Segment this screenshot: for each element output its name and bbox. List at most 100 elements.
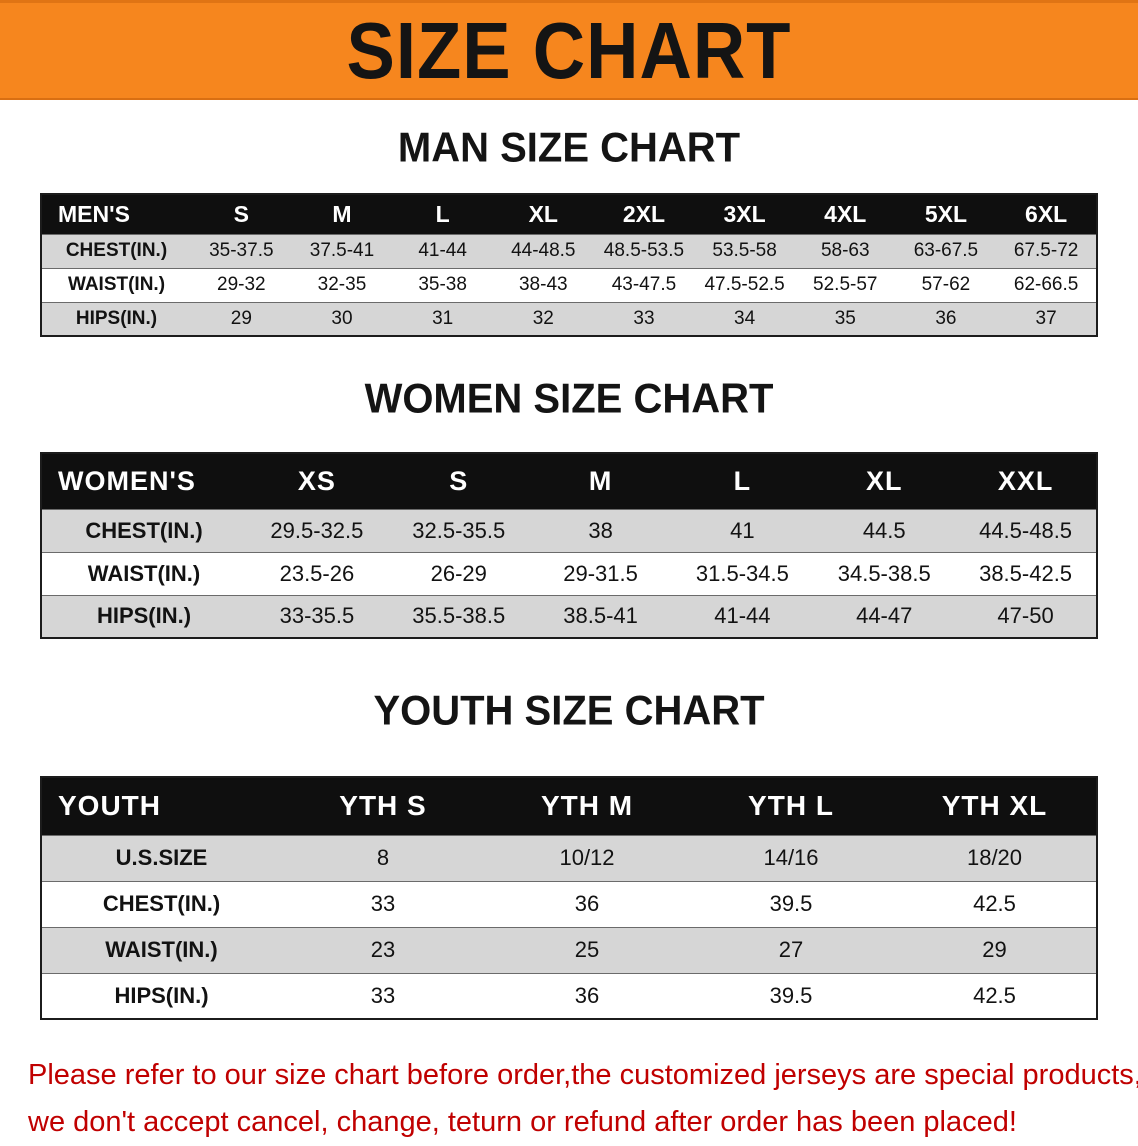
measurement-value-cell: 34 bbox=[694, 301, 795, 336]
size-column-header: S bbox=[191, 194, 292, 234]
measurement-label-cell: HIPS(IN.) bbox=[41, 972, 281, 1019]
size-column-header: XL bbox=[492, 194, 594, 234]
women-size-table: WOMEN'S XS S M L XL XXL CHEST(IN.) 29.5-32.5 32.5… bbox=[40, 452, 1098, 639]
size-column-header: 3XL bbox=[694, 194, 795, 234]
table-header-row: MEN'S S M L XL 2XL 3XL 4XL 5XL 6XL bbox=[41, 194, 1097, 234]
measurement-label-cell: CHEST(IN.) bbox=[41, 508, 246, 552]
men-chart-heading: MAN SIZE CHART bbox=[397, 125, 741, 171]
page-title: SIZE CHART bbox=[346, 5, 792, 96]
measurement-value-cell: 42.5 bbox=[893, 880, 1097, 927]
measurement-value-cell: 44.5 bbox=[813, 508, 956, 552]
table-row: WAIST(IN.) 23.5-26 26-29 29-31.5 31.5-34.5 34… bbox=[41, 551, 1097, 595]
measurement-value-cell: 23 bbox=[281, 926, 485, 973]
table-row: HIPS(IN.) 33-35.5 35.5-38.5 38.5-41 41-44 44-… bbox=[41, 594, 1097, 638]
measurement-value-cell: 41-44 bbox=[392, 233, 493, 268]
measurement-value-cell: 41 bbox=[671, 508, 814, 552]
size-column-header: XL bbox=[813, 453, 956, 509]
table-group-label: WOMEN'S bbox=[41, 453, 246, 509]
measurement-value-cell: 63-67.5 bbox=[895, 233, 997, 268]
measurement-value-cell: 44-47 bbox=[813, 594, 956, 638]
size-column-header: YTH L bbox=[689, 777, 893, 835]
measurement-label-cell: WAIST(IN.) bbox=[41, 926, 281, 973]
measurement-label-cell: HIPS(IN.) bbox=[41, 301, 191, 336]
measurement-value-cell: 29.5-32.5 bbox=[246, 508, 388, 552]
women-chart-heading: WOMEN SIZE CHART bbox=[364, 376, 774, 422]
women-size-section: WOMEN SIZE CHART WOMEN'S XS S M L XL XXL CHEST(… bbox=[0, 376, 1138, 639]
footer-note: Please refer to our size chart before or… bbox=[28, 1052, 1138, 1146]
measurement-value-cell: 38.5-41 bbox=[529, 594, 672, 638]
measurement-value-cell: 10/12 bbox=[485, 834, 689, 881]
measurement-value-cell: 35.5-38.5 bbox=[387, 594, 530, 638]
measurement-value-cell: 27 bbox=[689, 926, 893, 973]
measurement-value-cell: 43-47.5 bbox=[593, 267, 695, 302]
measurement-label-cell: WAIST(IN.) bbox=[41, 551, 246, 595]
measurement-value-cell: 36 bbox=[485, 880, 689, 927]
table-row: HIPS(IN.) 29 30 31 32 33 34 35 36 37 bbox=[41, 301, 1097, 336]
measurement-label-cell: CHEST(IN.) bbox=[41, 233, 191, 268]
measurement-value-cell: 48.5-53.5 bbox=[593, 233, 695, 268]
size-column-header: L bbox=[392, 194, 493, 234]
size-column-header: XS bbox=[246, 453, 388, 509]
measurement-value-cell: 31.5-34.5 bbox=[671, 551, 814, 595]
men-size-table: MEN'S S M L XL 2XL 3XL 4XL 5XL 6XL CHEST(IN.) 35-37… bbox=[40, 193, 1098, 337]
table-row: WAIST(IN.) 23 25 27 29 bbox=[41, 926, 1097, 973]
measurement-value-cell: 33 bbox=[281, 972, 485, 1019]
measurement-value-cell: 37 bbox=[996, 301, 1097, 336]
measurement-value-cell: 32-35 bbox=[291, 267, 393, 302]
size-column-header: 5XL bbox=[895, 194, 997, 234]
measurement-value-cell: 14/16 bbox=[689, 834, 893, 881]
measurement-value-cell: 33 bbox=[281, 880, 485, 927]
measurement-label-cell: U.S.SIZE bbox=[41, 834, 281, 881]
table-row: HIPS(IN.) 33 36 39.5 42.5 bbox=[41, 972, 1097, 1019]
measurement-value-cell: 35 bbox=[794, 301, 896, 336]
measurement-value-cell: 33-35.5 bbox=[246, 594, 388, 638]
men-size-section: MAN SIZE CHART MEN'S S M L XL 2XL 3XL 4XL 5XL 6XL… bbox=[0, 125, 1138, 337]
measurement-value-cell: 32.5-35.5 bbox=[387, 508, 530, 552]
size-column-header: S bbox=[387, 453, 530, 509]
measurement-value-cell: 30 bbox=[291, 301, 393, 336]
measurement-value-cell: 38.5-42.5 bbox=[955, 551, 1097, 595]
measurement-value-cell: 36 bbox=[895, 301, 997, 336]
size-column-header: YTH S bbox=[281, 777, 485, 835]
measurement-value-cell: 25 bbox=[485, 926, 689, 973]
measurement-value-cell: 29-31.5 bbox=[529, 551, 672, 595]
measurement-value-cell: 29 bbox=[893, 926, 1097, 973]
measurement-value-cell: 34.5-38.5 bbox=[813, 551, 956, 595]
measurement-value-cell: 44.5-48.5 bbox=[955, 508, 1097, 552]
table-row: CHEST(IN.) 35-37.5 37.5-41 41-44 44-48.5 48.5… bbox=[41, 233, 1097, 268]
measurement-value-cell: 53.5-58 bbox=[694, 233, 795, 268]
measurement-value-cell: 35-38 bbox=[392, 267, 493, 302]
table-row: CHEST(IN.) 33 36 39.5 42.5 bbox=[41, 880, 1097, 927]
measurement-value-cell: 67.5-72 bbox=[996, 233, 1097, 268]
banner: SIZE CHART bbox=[0, 0, 1138, 100]
size-column-header: YTH M bbox=[485, 777, 689, 835]
size-column-header: M bbox=[291, 194, 393, 234]
measurement-value-cell: 44-48.5 bbox=[492, 233, 594, 268]
measurement-value-cell: 38 bbox=[529, 508, 672, 552]
measurement-value-cell: 29 bbox=[191, 301, 292, 336]
measurement-value-cell: 32 bbox=[492, 301, 594, 336]
table-row: WAIST(IN.) 29-32 32-35 35-38 38-43 43-47.5 47.… bbox=[41, 267, 1097, 302]
measurement-value-cell: 36 bbox=[485, 972, 689, 1019]
measurement-label-cell: WAIST(IN.) bbox=[41, 267, 191, 302]
youth-size-section: YOUTH SIZE CHART YOUTH YTH S YTH M YTH L YTH… bbox=[0, 688, 1138, 1020]
measurement-value-cell: 37.5-41 bbox=[291, 233, 393, 268]
size-column-header: YTH XL bbox=[893, 777, 1097, 835]
size-column-header: XXL bbox=[955, 453, 1097, 509]
measurement-value-cell: 8 bbox=[281, 834, 485, 881]
measurement-value-cell: 39.5 bbox=[689, 880, 893, 927]
size-column-header: 4XL bbox=[794, 194, 896, 234]
table-group-label: MEN'S bbox=[41, 194, 191, 234]
measurement-value-cell: 29-32 bbox=[191, 267, 292, 302]
measurement-value-cell: 58-63 bbox=[794, 233, 896, 268]
table-row: U.S.SIZE 8 10/12 14/16 18/20 bbox=[41, 834, 1097, 881]
table-header-row: YOUTH YTH S YTH M YTH L YTH XL bbox=[41, 777, 1097, 835]
measurement-value-cell: 41-44 bbox=[671, 594, 814, 638]
measurement-value-cell: 42.5 bbox=[893, 972, 1097, 1019]
size-column-header: 6XL bbox=[996, 194, 1097, 234]
measurement-value-cell: 62-66.5 bbox=[996, 267, 1097, 302]
size-column-header: M bbox=[529, 453, 672, 509]
measurement-label-cell: HIPS(IN.) bbox=[41, 594, 246, 638]
note-line-1: Please refer to our size chart before or… bbox=[28, 1059, 1138, 1091]
size-column-header: 2XL bbox=[593, 194, 695, 234]
